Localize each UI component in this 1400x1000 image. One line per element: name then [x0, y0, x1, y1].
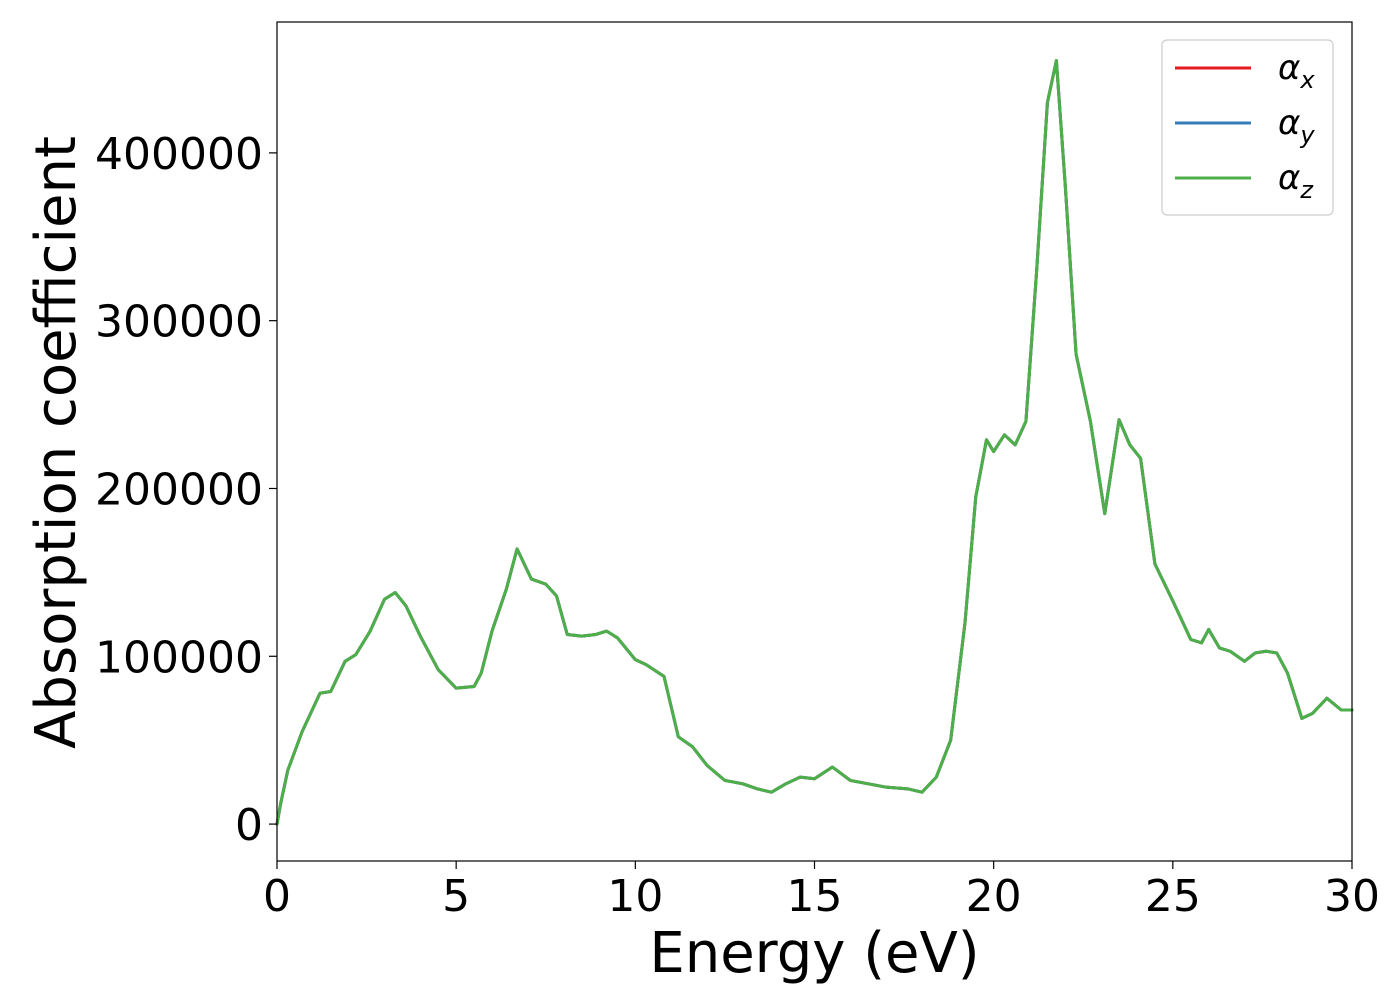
x-tick-label: 25: [1145, 871, 1201, 922]
series-layer: [275, 59, 1354, 826]
y-tick-label: 300000: [95, 297, 263, 348]
x-tick-label: 5: [442, 871, 470, 922]
legend-label-1: αx: [1278, 48, 1315, 94]
x-tick-label: 30: [1324, 871, 1380, 922]
x-tick-label: 0: [263, 871, 291, 922]
x-tick-label: 20: [966, 871, 1022, 922]
x-axis-label: Energy (eV): [649, 921, 979, 986]
x-axis-ticks: 0 5 10 15 20 25 30: [263, 861, 1380, 922]
y-tick-label: 0: [235, 800, 263, 851]
x-tick-label: 10: [607, 871, 663, 922]
y-axis-label: Absorption coefficient: [24, 136, 89, 749]
x-tick-label: 15: [787, 871, 843, 922]
y-tick-label: 200000: [95, 464, 263, 515]
y-tick-label: 400000: [95, 129, 263, 180]
y-tick-label: 100000: [95, 632, 263, 683]
series-line-3: [275, 59, 1354, 826]
y-axis-ticks: 0 100000 200000 300000 400000: [95, 129, 277, 851]
legend-box: [1161, 39, 1334, 216]
legend-label-2: αy: [1278, 103, 1315, 149]
